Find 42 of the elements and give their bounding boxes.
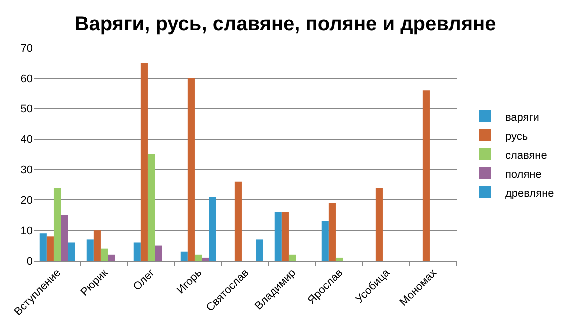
bar [202,258,210,261]
bar [46,236,54,261]
bar [86,240,94,261]
y-tick-label: 70 [20,42,33,55]
bar [188,78,195,261]
bar [155,246,162,261]
y-tick-label: 30 [20,164,33,177]
y-tick-label: 60 [20,73,33,86]
bar [288,254,296,261]
y-tick-label: 50 [20,104,33,116]
bar [322,221,329,261]
legend-label: поляне [505,168,542,181]
bar [134,242,141,261]
bar [108,254,116,261]
y-tick-label: 10 [20,225,33,238]
bar [100,248,108,261]
bar [422,90,430,261]
y-tick-label: 0 [26,256,33,268]
bar [209,197,216,261]
legend-label: русь [505,130,528,143]
bar [94,230,101,261]
bar [180,252,188,261]
y-tick-label: 40 [20,134,33,146]
bar [194,254,202,261]
chart-title: Варяги, русь, славяне, поляне и древляне [74,14,496,36]
bar [336,258,344,261]
bar [256,240,264,261]
legend-label: славяне [505,150,548,162]
bar [54,188,62,261]
bar [274,212,282,261]
bar [376,188,383,261]
legend-label: древляне [505,188,554,200]
bar [40,234,47,261]
bar [68,242,76,261]
bar [140,63,148,261]
bar [148,154,156,261]
bar [282,212,289,261]
bar [61,215,68,261]
bar [234,182,242,261]
legend-label: варяги [505,112,540,124]
bar [328,203,336,261]
y-tick-label: 20 [20,194,33,207]
